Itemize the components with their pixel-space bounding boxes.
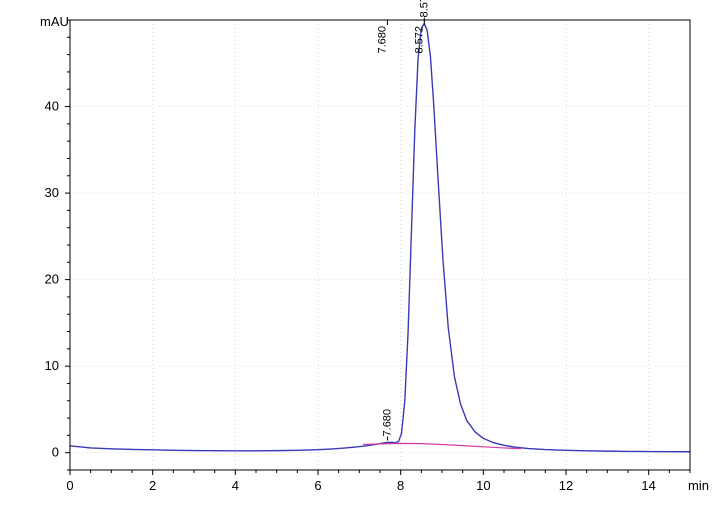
x-tick-label: 4	[232, 478, 239, 493]
y-tick-label: 40	[45, 99, 59, 114]
series-signal	[70, 23, 690, 451]
x-tick-label: 12	[559, 478, 573, 493]
x-axis-unit: min	[688, 478, 709, 493]
y-tick-label: 0	[52, 445, 59, 460]
y-axis-unit: mAU	[40, 14, 69, 29]
peak-label: 7.680	[376, 26, 388, 54]
chromatogram-chart: 0 2 4 6 8 10 12 14 0 10 20 30 40 mAU min 7.680 8.572 7.68…	[0, 0, 720, 528]
chart-svg: 0 2 4 6 8 10 12 14 0 10 20 30 40 mAU min 7.680 8.572 7.68…	[0, 0, 720, 528]
x-tick-label: 8	[397, 478, 404, 493]
y-tick-label: 30	[45, 185, 59, 200]
x-tick-label: 14	[641, 478, 655, 493]
svg-text:8.572: 8.572	[418, 0, 430, 17]
peak-label-text: 8.572	[418, 0, 430, 17]
x-tick-label: 10	[476, 478, 490, 493]
svg-text:8.572: 8.572	[413, 26, 425, 54]
peak-label: 8.572	[413, 26, 425, 54]
peak-label-text: 7.680	[381, 409, 393, 437]
x-tick-label: 0	[66, 478, 73, 493]
x-tick-label: 6	[314, 478, 321, 493]
svg-text:7.680: 7.680	[376, 26, 388, 54]
y-tick-label: 10	[45, 358, 59, 373]
y-tick-label: 20	[45, 272, 59, 287]
plot-frame	[70, 20, 690, 470]
x-tick-label: 2	[149, 478, 156, 493]
svg-text:7.680: 7.680	[381, 409, 393, 437]
